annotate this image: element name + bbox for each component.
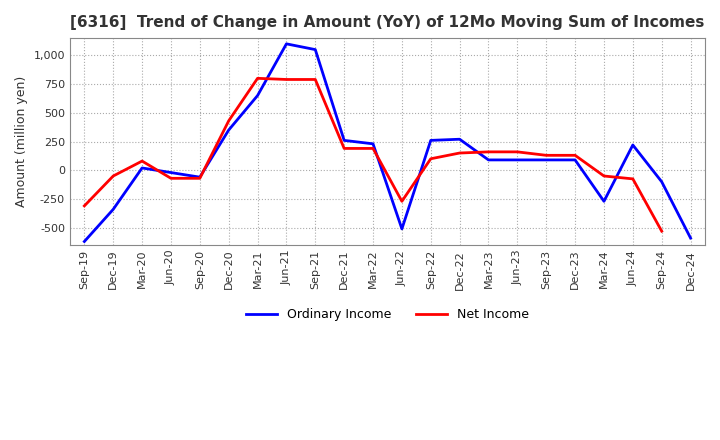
Line: Ordinary Income: Ordinary Income [84, 44, 690, 242]
Ordinary Income [166, 170, 175, 175]
Ordinary Income [369, 141, 377, 147]
Net Income [484, 149, 492, 154]
Net Income [109, 173, 117, 179]
Ordinary Income [600, 198, 608, 204]
Net Income [629, 176, 637, 182]
Ordinary Income [109, 207, 117, 212]
Title: [6316]  Trend of Change in Amount (YoY) of 12Mo Moving Sum of Incomes: [6316] Trend of Change in Amount (YoY) o… [71, 15, 705, 30]
Net Income [455, 150, 464, 156]
Legend: Ordinary Income, Net Income: Ordinary Income, Net Income [240, 303, 534, 326]
Net Income [426, 156, 435, 161]
Net Income [282, 77, 291, 82]
Ordinary Income [571, 157, 580, 162]
Net Income [397, 198, 406, 204]
Ordinary Income [629, 142, 637, 147]
Ordinary Income [484, 157, 492, 162]
Ordinary Income [455, 136, 464, 142]
Ordinary Income [80, 239, 89, 244]
Ordinary Income [311, 47, 320, 52]
Net Income [369, 146, 377, 151]
Ordinary Income [138, 165, 146, 171]
Ordinary Income [513, 157, 522, 162]
Net Income [657, 228, 666, 234]
Ordinary Income [542, 157, 551, 162]
Net Income [513, 149, 522, 154]
Ordinary Income [340, 138, 348, 143]
Ordinary Income [657, 179, 666, 184]
Net Income [600, 173, 608, 179]
Ordinary Income [253, 93, 262, 98]
Net Income [311, 77, 320, 82]
Net Income [542, 153, 551, 158]
Y-axis label: Amount (million yen): Amount (million yen) [15, 76, 28, 207]
Net Income [196, 176, 204, 181]
Line: Net Income: Net Income [84, 78, 662, 231]
Ordinary Income [426, 138, 435, 143]
Net Income [138, 158, 146, 164]
Ordinary Income [686, 235, 695, 241]
Net Income [571, 153, 580, 158]
Ordinary Income [282, 41, 291, 47]
Ordinary Income [397, 226, 406, 231]
Net Income [225, 118, 233, 124]
Net Income [340, 146, 348, 151]
Net Income [166, 176, 175, 181]
Ordinary Income [196, 175, 204, 180]
Net Income [80, 203, 89, 209]
Ordinary Income [225, 128, 233, 133]
Net Income [253, 76, 262, 81]
